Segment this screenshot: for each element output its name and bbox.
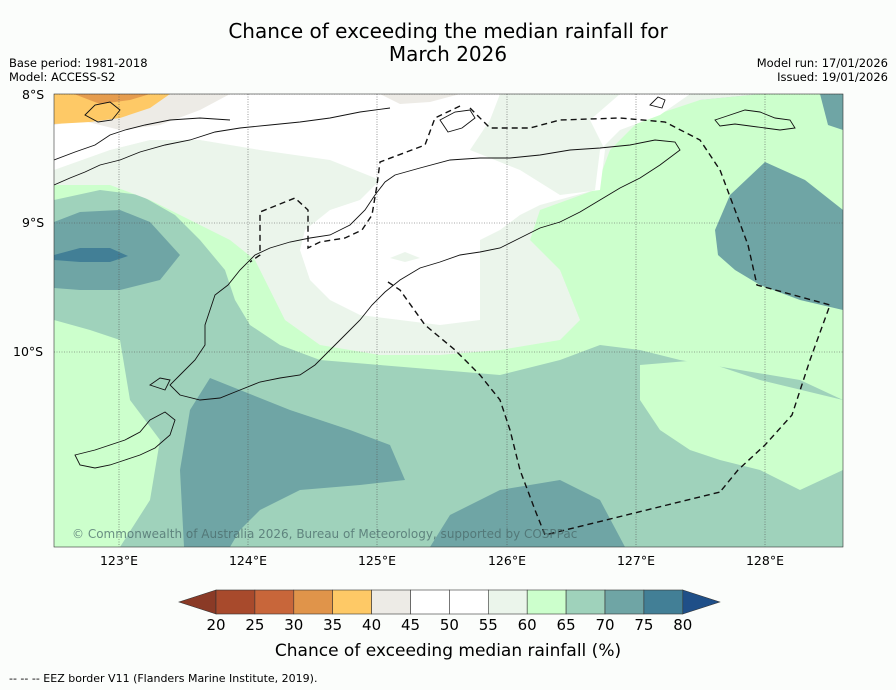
probability-band-30-35 [74,94,150,104]
coastline-timor [169,139,681,401]
lon-label-125e: 125°E [357,553,396,568]
colorbar-segment [410,589,450,615]
probability-band-70-75-southeast [430,480,625,547]
probability-band-60-65-west [54,320,160,547]
issued-date: Issued: 19/01/2026 [777,70,888,84]
coastline-islet [84,101,121,123]
meta-right: Model run: 17/01/2026 Issued: 19/01/2026 [757,56,888,84]
colorbar-under-arrow [178,589,217,615]
colorbar-segment [332,589,372,615]
coastline-islet-2 [649,96,666,109]
probability-band-70-75-west [54,210,180,290]
rainfall-probability-field [54,94,843,547]
coastline-atauro [439,109,476,133]
colorbar-tick-label: 60 [517,616,537,634]
lon-label-128e: 128°E [745,553,784,568]
coastlines [54,96,796,469]
colorbar-segment [604,589,645,615]
colorbar-tick-label: 20 [206,616,226,634]
colorbar-segment [643,589,684,615]
title-line-2: March 2026 [388,42,508,66]
coastline-semau [149,377,171,391]
colorbar-tick-label: 80 [673,616,693,634]
colorbar-tick-label: 25 [245,616,265,634]
probability-band-55-60-spot [390,252,420,262]
meta-left: Base period: 1981-2018 Model: ACCESS-S2 [9,56,148,84]
lat-label-9s: 9°S [22,215,45,230]
colorbar-segment [254,589,295,615]
probability-band-70-75-south [180,378,405,547]
model-run: Model run: 17/01/2026 [756,56,888,70]
probability-band-40-45-north [380,94,460,104]
colorbar-over-arrow [682,589,721,615]
colorbar-tick-label: 30 [284,616,304,634]
colorbar-tick-label: 50 [439,616,459,634]
lon-label-127e: 127°E [616,553,655,568]
colorbar-segment [371,589,411,615]
colorbar-label: Chance of exceeding median rainfall (%) [274,641,622,661]
title-line-1: Chance of exceeding the median rainfall … [228,19,668,43]
probability-band-45-55 [54,94,690,325]
lon-label-124e: 124°E [228,553,267,568]
colorbar-tick-label: 70 [595,616,615,634]
map-title: Chance of exceeding the median rainfall … [0,20,896,66]
colorbar-segment [293,589,333,615]
probability-band-70-75-east [715,162,843,310]
colorbar-segment [215,589,256,615]
probability-band-70-75-northeast [820,94,843,130]
colorbar-tick-label: 75 [634,616,654,634]
colorbar-tick-label: 65 [556,616,576,634]
colorbar [178,589,721,615]
colorbar-tick-label: 55 [478,616,498,634]
coastline-north [54,107,391,186]
colorbar-segment [565,589,606,615]
graticule [54,94,843,547]
eez-border-north [249,105,461,263]
lon-label-126e: 126°E [487,553,526,568]
colorbar-tick-label: 40 [362,616,382,634]
coastline-rote [74,411,176,469]
probability-band-35-40 [54,94,170,124]
colorbar-tick-label: 35 [323,616,343,634]
colorbar-segment [449,589,489,615]
coastline-flores [54,117,231,161]
copyright-notice: © Commonwealth of Australia 2026, Bureau… [72,527,578,541]
map-frame [53,93,844,548]
eez-border-south [387,281,721,536]
probability-band-60-65-east [640,360,843,490]
colorbar-segment [526,589,567,615]
eez-legend-note: -- -- -- EEZ border V11 (Flanders Marine… [9,672,318,685]
lat-label-10s: 10°S [13,344,44,359]
eez-border [249,105,831,536]
coastline-wetar [714,109,796,131]
model-name: Model: ACCESS-S2 [9,70,116,84]
base-period: Base period: 1981-2018 [9,56,148,70]
probability-band-75-80 [54,248,128,262]
lat-label-8s: 8°S [22,87,45,102]
colorbar-tick-label: 45 [400,616,421,634]
colorbar-segment [487,589,528,615]
lon-label-123e: 123°E [99,553,138,568]
eez-border-east [469,107,831,493]
